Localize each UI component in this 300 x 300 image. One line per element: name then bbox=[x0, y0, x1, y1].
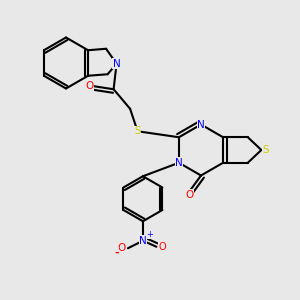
Text: O: O bbox=[85, 81, 94, 91]
Text: O: O bbox=[158, 242, 166, 252]
Text: +: + bbox=[146, 230, 153, 239]
Text: N: N bbox=[175, 158, 183, 168]
Text: O: O bbox=[185, 190, 193, 200]
Text: O: O bbox=[118, 243, 126, 253]
Text: S: S bbox=[262, 145, 269, 155]
Text: S: S bbox=[134, 126, 141, 136]
Text: -: - bbox=[114, 248, 119, 258]
Text: N: N bbox=[113, 59, 121, 69]
Text: N: N bbox=[197, 119, 205, 130]
Text: N: N bbox=[139, 236, 147, 246]
